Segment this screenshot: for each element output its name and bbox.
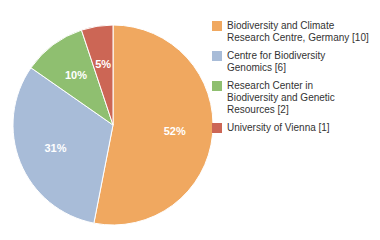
html-text:Centre for Biodiversity Genomi: Centre for Biodiversity Genomics [6] (227, 50, 326, 73)
html-text:Biodiversity and Climate Resea: Biodiversity and Climate Research Centre… (227, 20, 369, 43)
svg-text:10%: 10% (65, 69, 87, 81)
svg-text:31%: 31% (45, 142, 67, 154)
html-text:Research Center in Biodiversit: Research Center in Biodiversity and Gene… (227, 80, 335, 115)
svg-text:52%: 52% (164, 125, 186, 137)
html-text:University of Vienna [1]: University of Vienna [1] (227, 122, 330, 133)
svg-text:5%: 5% (95, 58, 111, 70)
